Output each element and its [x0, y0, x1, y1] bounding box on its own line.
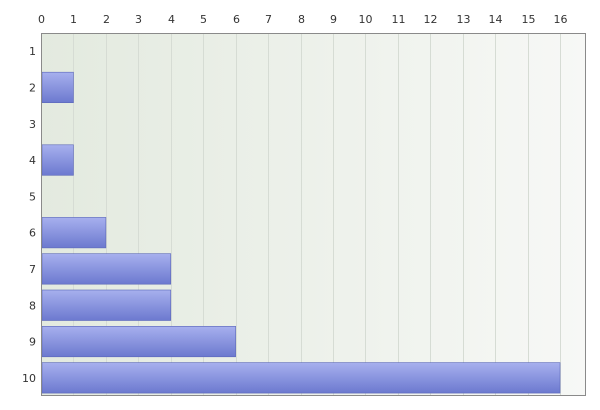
plot-border — [41, 33, 586, 396]
bar-6 — [41, 217, 107, 249]
y-tick-label-1: 1 — [29, 45, 36, 58]
x-tick-label-8: 8 — [298, 13, 305, 26]
x-tick-label-10: 10 — [359, 13, 373, 26]
x-tick-label-5: 5 — [200, 13, 207, 26]
y-tick-label-3: 3 — [29, 118, 36, 131]
x-tick-label-1: 1 — [70, 13, 77, 26]
x-tick-label-16: 16 — [554, 13, 568, 26]
y-axis-ticks: 1 2 3 4 5 6 7 8 9 10 — [22, 45, 36, 385]
y-tick-label-10: 10 — [22, 372, 36, 385]
x-tick-label-14: 14 — [489, 13, 503, 26]
x-tick-label-12: 12 — [424, 13, 438, 26]
x-tick-label-0: 0 — [38, 13, 45, 26]
bars — [41, 71, 561, 394]
bar-8 — [41, 289, 172, 321]
x-tick-label-4: 4 — [168, 13, 175, 26]
y-tick-label-8: 8 — [29, 299, 36, 312]
y-tick-label-4: 4 — [29, 154, 36, 167]
x-tick-label-15: 15 — [522, 13, 536, 26]
x-tick-label-11: 11 — [392, 13, 406, 26]
y-tick-label-7: 7 — [29, 263, 36, 276]
bar-10 — [41, 362, 561, 394]
bar-2 — [41, 71, 74, 103]
bar-9 — [41, 326, 236, 358]
bar-7 — [41, 253, 172, 285]
x-tick-label-13: 13 — [457, 13, 471, 26]
x-tick-label-7: 7 — [265, 13, 272, 26]
bar-4 — [41, 144, 74, 176]
x-tick-label-9: 9 — [330, 13, 337, 26]
x-tick-label-6: 6 — [233, 13, 240, 26]
y-tick-label-2: 2 — [29, 81, 36, 94]
y-tick-label-9: 9 — [29, 336, 36, 349]
x-tick-label-2: 2 — [103, 13, 110, 26]
y-tick-label-6: 6 — [29, 227, 36, 240]
y-tick-label-5: 5 — [29, 190, 36, 203]
gridlines — [73, 33, 561, 396]
x-axis-ticks: 0 1 2 3 4 5 6 7 8 9 10 11 12 13 14 15 16 — [38, 13, 568, 26]
x-tick-label-3: 3 — [135, 13, 142, 26]
